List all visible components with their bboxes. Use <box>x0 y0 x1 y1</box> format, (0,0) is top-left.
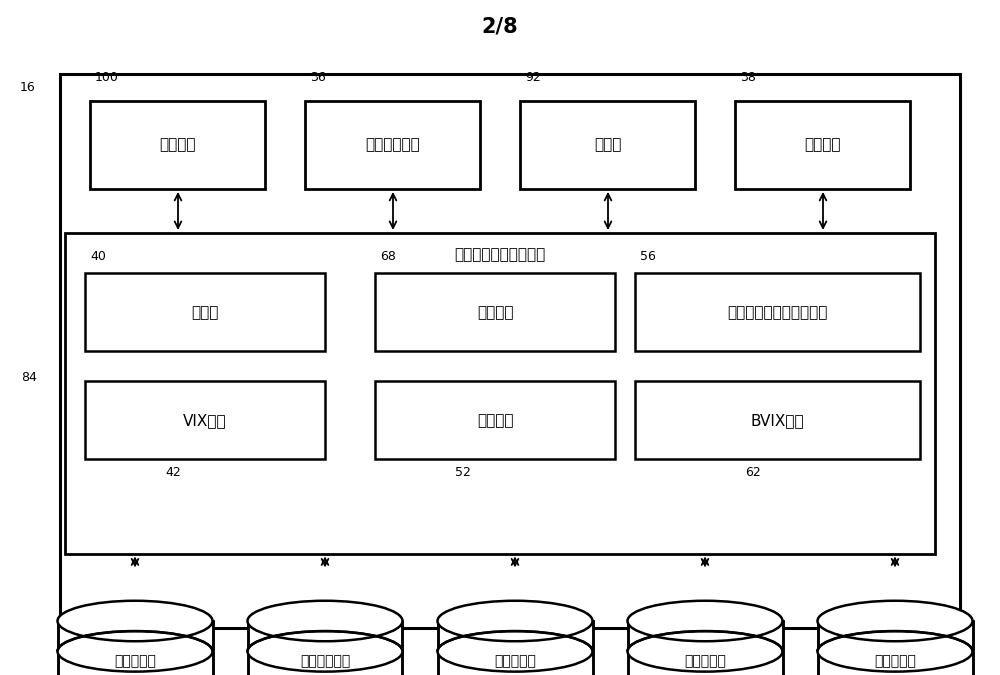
Text: 56: 56 <box>640 250 656 263</box>
Bar <box>375 273 615 351</box>
Text: （一个或多个）处理器: （一个或多个）处理器 <box>454 248 546 263</box>
Text: 选择数据库: 选择数据库 <box>494 655 536 668</box>
Bar <box>305 101 480 189</box>
Text: 警告模块: 警告模块 <box>477 304 513 320</box>
Ellipse shape <box>628 631 782 672</box>
Text: 规则监督器和选择器模块: 规则监督器和选择器模块 <box>727 304 828 320</box>
Bar <box>735 101 910 189</box>
Ellipse shape <box>438 631 592 672</box>
Bar <box>60 74 960 628</box>
Bar <box>635 273 920 351</box>
Text: 92: 92 <box>525 71 541 84</box>
Text: 100: 100 <box>95 71 119 84</box>
Text: 62: 62 <box>745 466 761 479</box>
Bar <box>628 621 782 675</box>
Text: VIX模块: VIX模块 <box>183 412 227 428</box>
Text: BVIX模块: BVIX模块 <box>751 412 804 428</box>
Ellipse shape <box>818 631 972 672</box>
Text: 38: 38 <box>740 71 756 84</box>
Text: 用户输入设备: 用户输入设备 <box>365 138 420 153</box>
Text: 84: 84 <box>21 371 37 383</box>
Text: 42: 42 <box>165 466 181 479</box>
Bar <box>818 621 972 675</box>
Text: 68: 68 <box>380 250 396 263</box>
Bar <box>58 621 213 675</box>
Text: 36: 36 <box>310 71 326 84</box>
Text: 16: 16 <box>19 81 35 94</box>
Text: 过滤器: 过滤器 <box>191 304 219 320</box>
Ellipse shape <box>248 601 402 641</box>
Bar <box>375 381 615 459</box>
Bar <box>438 621 592 675</box>
Bar <box>635 381 920 459</box>
Bar <box>85 381 325 459</box>
Text: 存储器: 存储器 <box>594 138 621 153</box>
Bar <box>248 621 402 675</box>
Bar <box>520 101 695 189</box>
Text: 分类器数据库: 分类器数据库 <box>300 655 350 668</box>
Bar <box>85 273 325 351</box>
Text: 规则模块: 规则模块 <box>477 412 513 428</box>
Ellipse shape <box>818 601 972 641</box>
Ellipse shape <box>248 631 402 672</box>
Text: 模型数据库: 模型数据库 <box>114 655 156 668</box>
Ellipse shape <box>628 601 782 641</box>
Text: 2/8: 2/8 <box>482 17 518 37</box>
Text: 显示设备: 显示设备 <box>804 138 841 153</box>
Bar <box>65 233 935 554</box>
Text: 警告数据库: 警告数据库 <box>874 655 916 668</box>
Ellipse shape <box>58 631 212 672</box>
Text: 通信单元: 通信单元 <box>159 138 196 153</box>
Ellipse shape <box>438 601 592 641</box>
Ellipse shape <box>58 601 212 641</box>
Text: 40: 40 <box>90 250 106 263</box>
Text: 52: 52 <box>455 466 471 479</box>
Text: 监测数据库: 监测数据库 <box>684 655 726 668</box>
Bar <box>90 101 265 189</box>
